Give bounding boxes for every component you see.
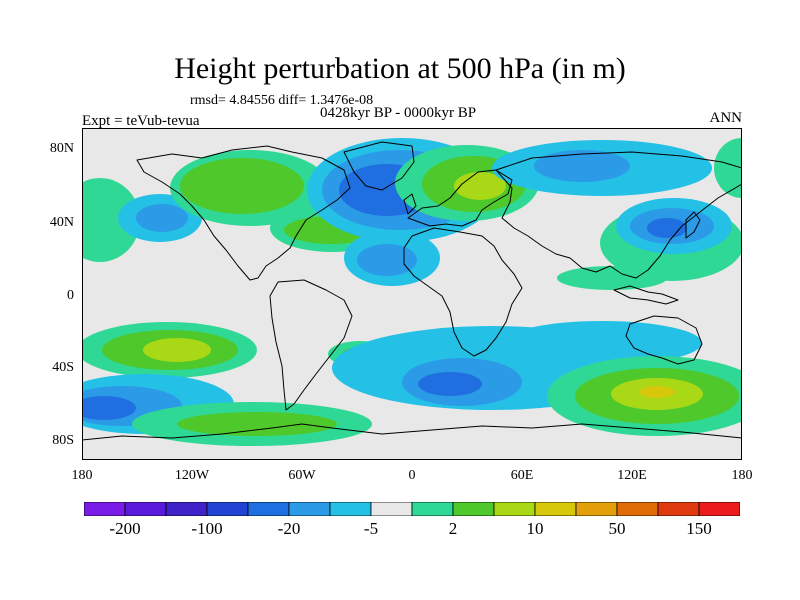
- colorbar-swatch: [370, 502, 413, 516]
- coastline-australia: [625, 315, 703, 365]
- contour-region: [180, 158, 304, 214]
- lon-label: 180: [731, 468, 753, 483]
- lon-label: 60E: [510, 468, 534, 483]
- colorbar-label: 2: [448, 519, 458, 538]
- lon-label: 180: [71, 468, 93, 483]
- colorbar-swatch: [206, 502, 249, 516]
- lon-label: 0: [408, 468, 416, 483]
- contour-region: [357, 244, 417, 276]
- colorbar-swatch: [698, 502, 740, 516]
- colorbar-swatch: [247, 502, 290, 516]
- colorbar-label: 50: [608, 519, 626, 538]
- contour-region: [136, 204, 188, 232]
- coastline-north-america: [136, 145, 351, 281]
- contour-region: [177, 412, 337, 436]
- map-plot: [82, 128, 742, 460]
- coastline-uk: [403, 193, 417, 215]
- map-title: Height perturbation at 500 hPa (in m): [174, 52, 626, 85]
- coastlines: [82, 141, 742, 441]
- colorbar: [84, 502, 740, 516]
- lon-label: 60W: [288, 468, 316, 483]
- coastline-greenland: [343, 141, 415, 191]
- colorbar-swatch: [534, 502, 577, 516]
- rmsd-diff-stats: rmsd= 4.84556 diff= 1.3476e-08: [190, 93, 374, 108]
- coastline-japan: [685, 211, 701, 239]
- colorbar-label: 10: [526, 519, 544, 538]
- contour-region: [714, 138, 742, 198]
- contour-region: [502, 321, 702, 365]
- contour-region: [418, 372, 482, 396]
- coastline-south-america: [269, 279, 353, 411]
- coastline-antarctica: [82, 423, 742, 441]
- colorbar-swatch: [411, 502, 454, 516]
- lat-label: 80S: [52, 433, 74, 448]
- contour-region: [82, 396, 136, 420]
- colorbar-label: -200: [109, 519, 141, 538]
- colorbar-swatch: [575, 502, 618, 516]
- lat-label: 0: [67, 288, 74, 303]
- lat-label: 40S: [52, 360, 74, 375]
- coastline-europe: [407, 169, 513, 227]
- colorbar-swatch: [616, 502, 659, 516]
- colorbar-label: 150: [686, 519, 712, 538]
- lon-label: 120W: [174, 468, 210, 483]
- contour-region: [639, 386, 675, 398]
- colorbar-swatch: [657, 502, 700, 516]
- colorbar-swatch: [493, 502, 536, 516]
- contour-region: [647, 218, 687, 238]
- contour-region: [454, 172, 506, 200]
- contour-region: [82, 178, 140, 262]
- colorbar-label: -5: [363, 519, 379, 538]
- time-period-label: 0428kyr BP - 0000kyr BP: [320, 105, 477, 121]
- lat-label: 80N: [49, 141, 74, 156]
- coastline-indonesia: [613, 285, 679, 305]
- colorbar-swatch: [84, 502, 126, 516]
- lon-label: 120E: [617, 468, 647, 483]
- colorbar-swatch: [329, 502, 372, 516]
- colorbar-label: -100: [191, 519, 223, 538]
- coastline-asia: [495, 151, 742, 279]
- colorbar-swatch: [288, 502, 331, 516]
- colorbar-swatch: [124, 502, 167, 516]
- colorbar-swatch: [165, 502, 208, 516]
- contour-region: [557, 266, 667, 290]
- coastline-africa: [403, 227, 523, 357]
- map-frame: [82, 128, 742, 460]
- experiment-label: Expt = teVub-tevua: [82, 113, 200, 129]
- season-label: ANN: [709, 110, 743, 126]
- contour-region: [143, 338, 211, 362]
- colorbar-swatch: [452, 502, 495, 516]
- lat-label: 40N: [49, 215, 74, 230]
- colorbar-label: -20: [277, 519, 301, 538]
- contour-region: [534, 150, 630, 182]
